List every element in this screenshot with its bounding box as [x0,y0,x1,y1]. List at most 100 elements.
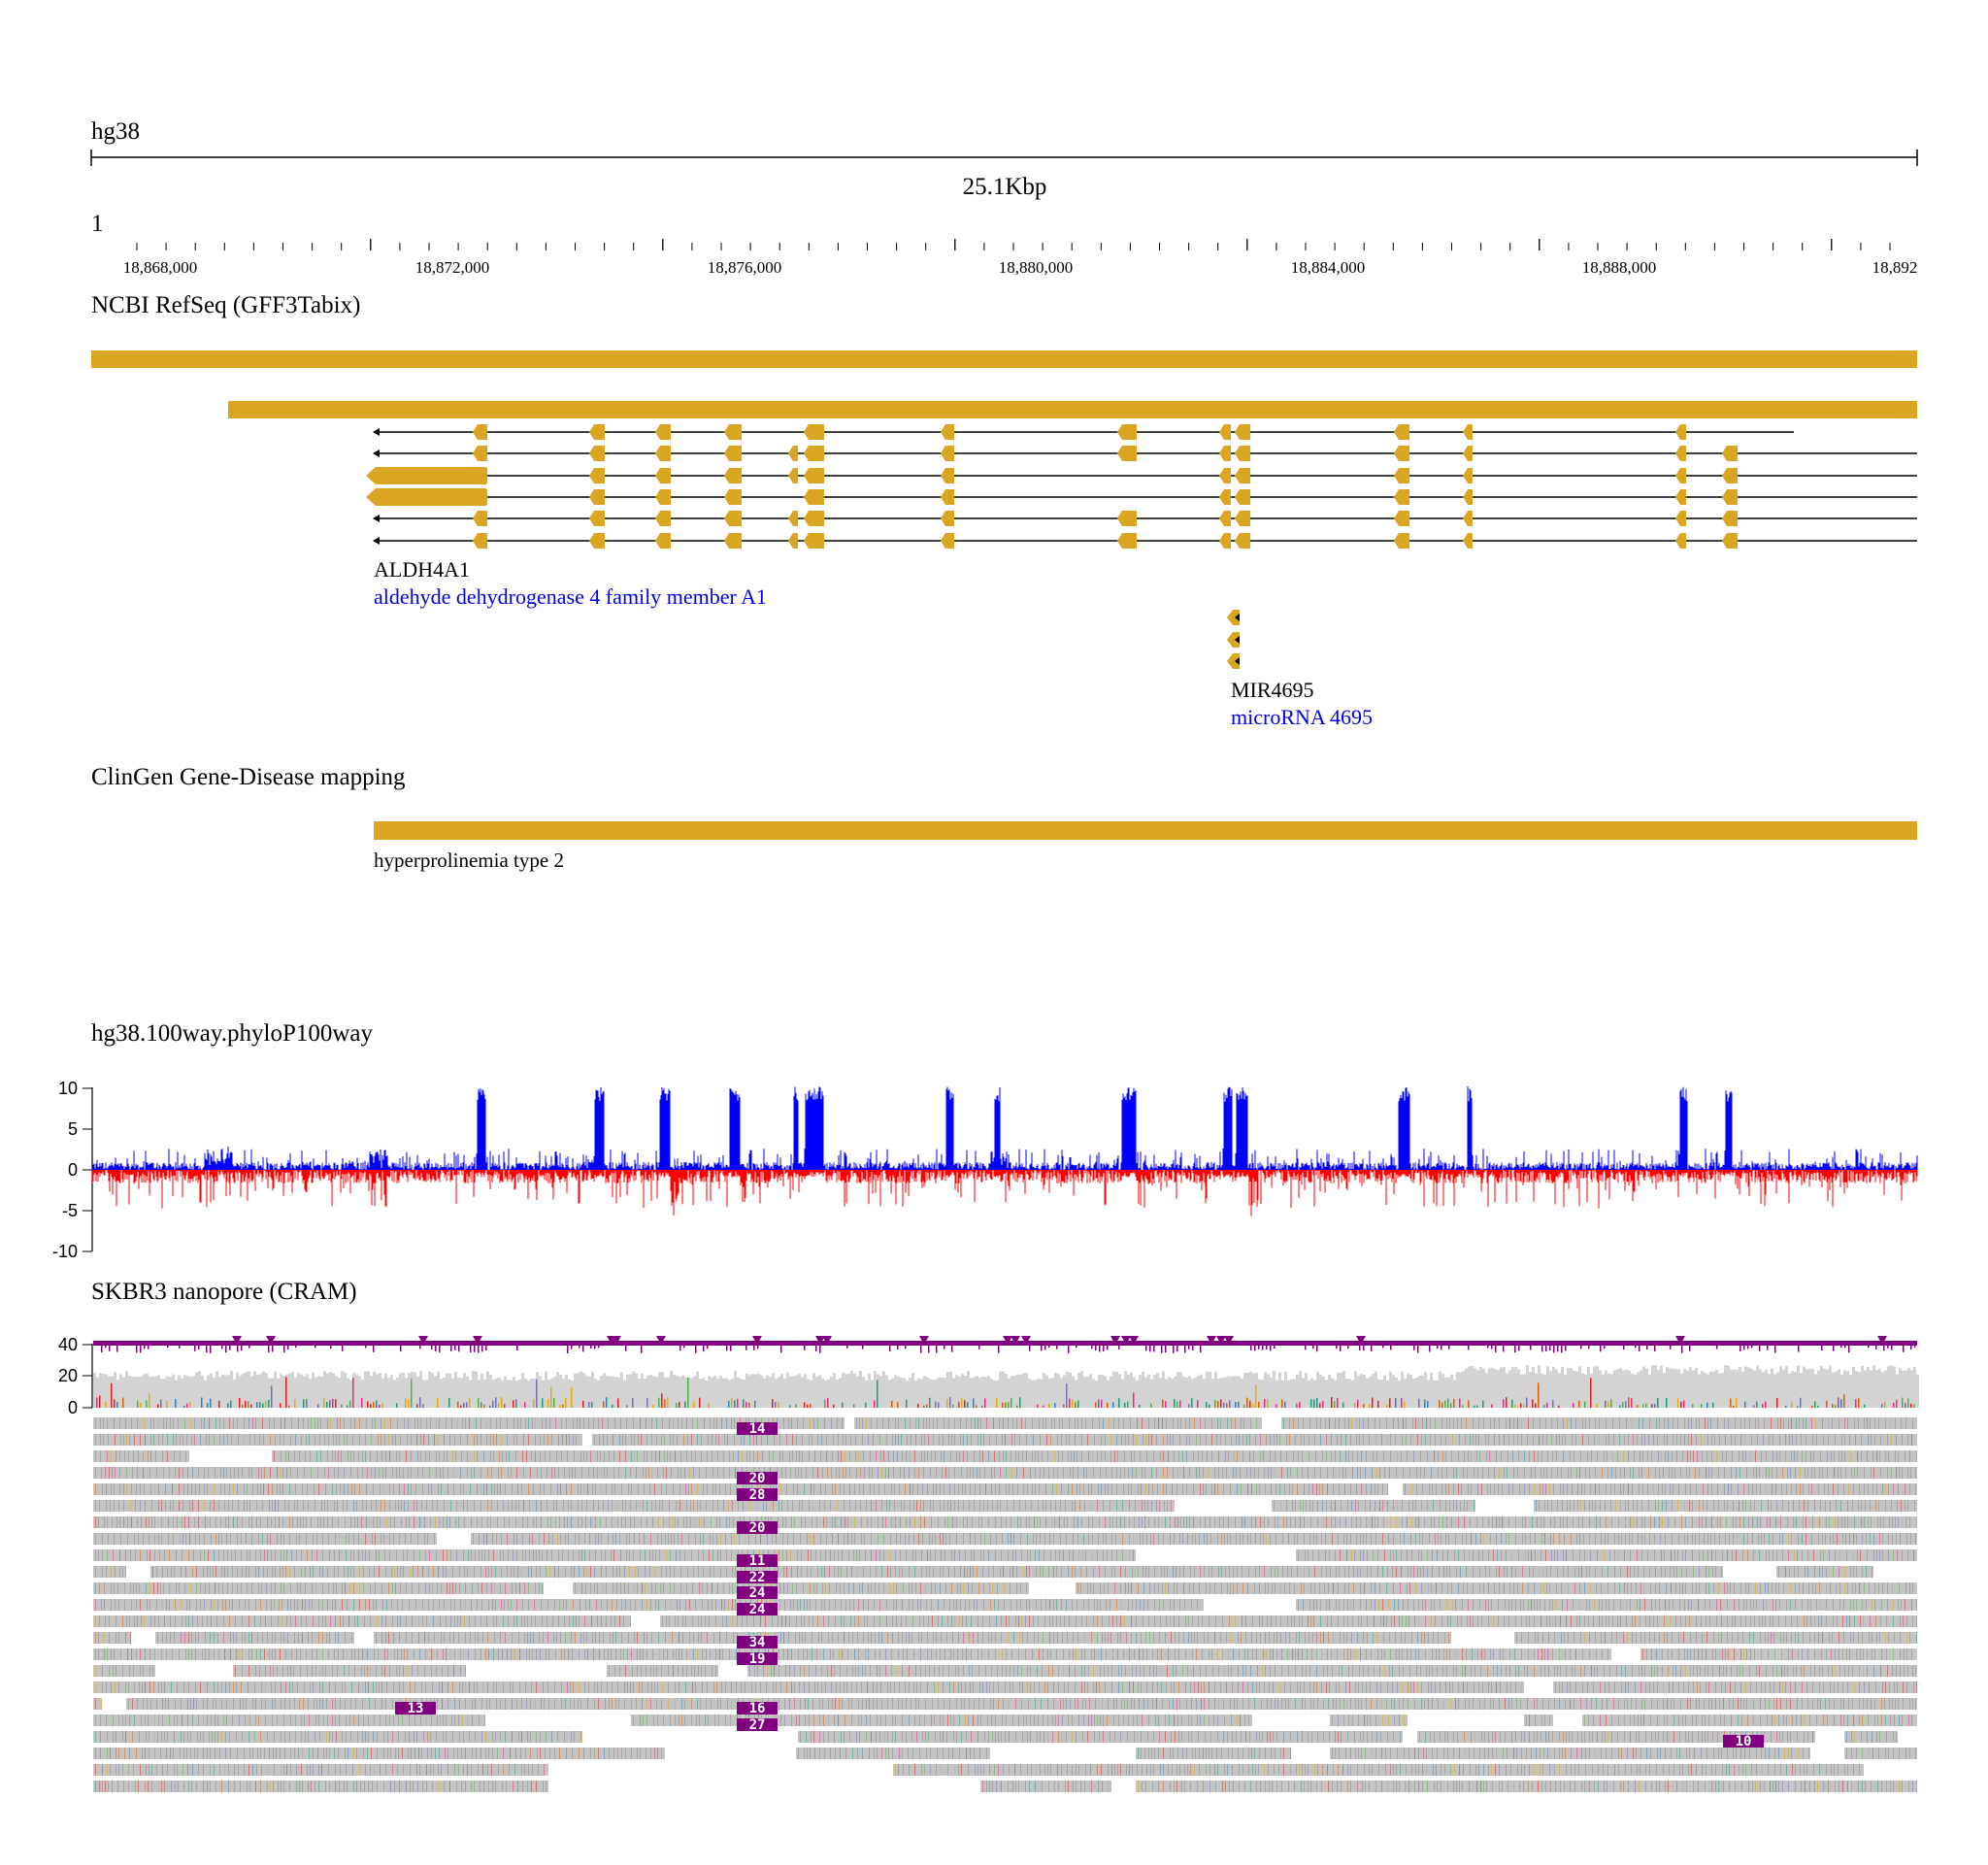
read-mismatch [1251,1516,1252,1528]
read-mismatch [1542,1434,1543,1446]
insertion-marker [1129,1336,1139,1345]
read-mismatch [1053,1467,1054,1479]
read-mismatch [1533,1434,1534,1446]
read-mismatch [1552,1450,1553,1462]
exon [366,488,486,506]
disease-bar[interactable] [374,821,1917,840]
read-mismatch [1739,1450,1740,1462]
read-mismatch [1339,1566,1340,1578]
read-mismatch [666,1566,667,1578]
read-mismatch [651,1500,652,1512]
mirna-feature-group[interactable] [1227,610,1240,669]
read-mismatch [1788,1417,1789,1429]
read-mismatch [1754,1500,1755,1512]
read-mismatch [311,1417,312,1429]
mismatch-bar [865,1402,867,1408]
read-mismatch [135,1549,136,1561]
read-mismatch [467,1566,468,1578]
mismatch-bar [1075,1402,1077,1408]
read-mismatch [980,1434,981,1446]
coverage-bin [1899,1368,1902,1408]
read-mismatch [1620,1467,1621,1479]
read-mismatch [773,1500,774,1512]
read-mismatch [1407,1549,1408,1561]
read-mismatch [988,1566,989,1578]
read-mismatch [859,1417,860,1429]
read-mismatch [291,1417,292,1429]
read-mismatch [327,1450,328,1462]
read-mismatch [755,1533,756,1545]
read-mismatch [1719,1434,1720,1446]
read-mismatch [308,1417,309,1429]
read-mismatch [939,1434,940,1446]
read-mismatch [436,1450,437,1462]
read-mismatch [1421,1549,1422,1561]
read-mismatch [1746,1467,1747,1479]
read-mismatch [1571,1417,1572,1429]
read-mismatch [648,1467,649,1479]
coverage-bin [1724,1365,1727,1408]
coverage-bin [1261,1380,1264,1408]
read-mismatch [334,1549,335,1561]
read-mismatch [842,1417,843,1429]
read-mismatch [703,1483,704,1495]
read-mismatch [420,1450,421,1462]
read-mismatch [417,1450,418,1462]
read-mismatch [199,1533,200,1545]
insertion-coverage-tick [198,1346,200,1349]
read-pileup[interactable] [93,1417,1917,1792]
gene-bar[interactable] [228,401,1917,418]
read-mismatch [910,1450,911,1462]
insertion-coverage-tick [753,1346,755,1350]
coverage-bin [810,1380,812,1408]
phylop-negative-signal[interactable] [91,1170,1918,1216]
mismatch-bar [122,1397,124,1408]
coverage-bin [1532,1366,1535,1408]
read-mismatch [782,1516,783,1528]
read-mismatch [324,1434,325,1446]
insertion-coverage-tick [167,1346,169,1349]
coverage-bin [1503,1367,1506,1408]
mismatch-bar [1826,1400,1828,1408]
coverage-bin [559,1374,562,1408]
read-mismatch [1733,1500,1734,1512]
read-mismatch [447,1483,448,1495]
coverage-bin [99,1373,102,1408]
insertion-markers[interactable] [232,1336,1887,1345]
read-mismatch [520,1417,521,1429]
read-mismatch [1860,1549,1861,1561]
coverage-bin [1217,1378,1220,1408]
transcript-group[interactable] [366,424,1917,549]
read-mismatch [1828,1434,1829,1446]
read-mismatch [826,1450,827,1462]
read-mismatch [687,1566,688,1578]
read-mismatch [1003,1450,1004,1462]
mismatch-bar [1386,1404,1388,1408]
read-mismatch [1352,1450,1353,1462]
read-mismatch [790,1549,791,1561]
coverage-bin [233,1379,236,1408]
read-mismatch [842,1549,843,1561]
read-mismatch [1841,1516,1842,1528]
read-mismatch [830,1549,831,1561]
read-mismatch [334,1500,335,1512]
read-mismatch [1731,1483,1732,1495]
read-mismatch [1453,1500,1454,1512]
phylop-positive-signal[interactable] [91,1086,1918,1170]
read-mismatch [1130,1417,1131,1429]
read-mismatch [385,1566,386,1578]
read-mismatch [1468,1483,1469,1495]
mismatch-bar [1342,1402,1344,1408]
read-mismatch [1135,1500,1136,1512]
read-mismatch [1641,1533,1642,1545]
read-mismatch [1582,1434,1583,1446]
read-mismatch [1186,1434,1187,1446]
read-mismatch [123,1434,124,1446]
read-mismatch [194,1434,195,1446]
read-mismatch [167,1566,168,1578]
read-mismatch [382,1467,383,1479]
coverage-bin [815,1377,818,1408]
gene-bar[interactable] [91,350,1917,368]
mismatch-bar [1063,1404,1065,1408]
exon [804,489,824,505]
